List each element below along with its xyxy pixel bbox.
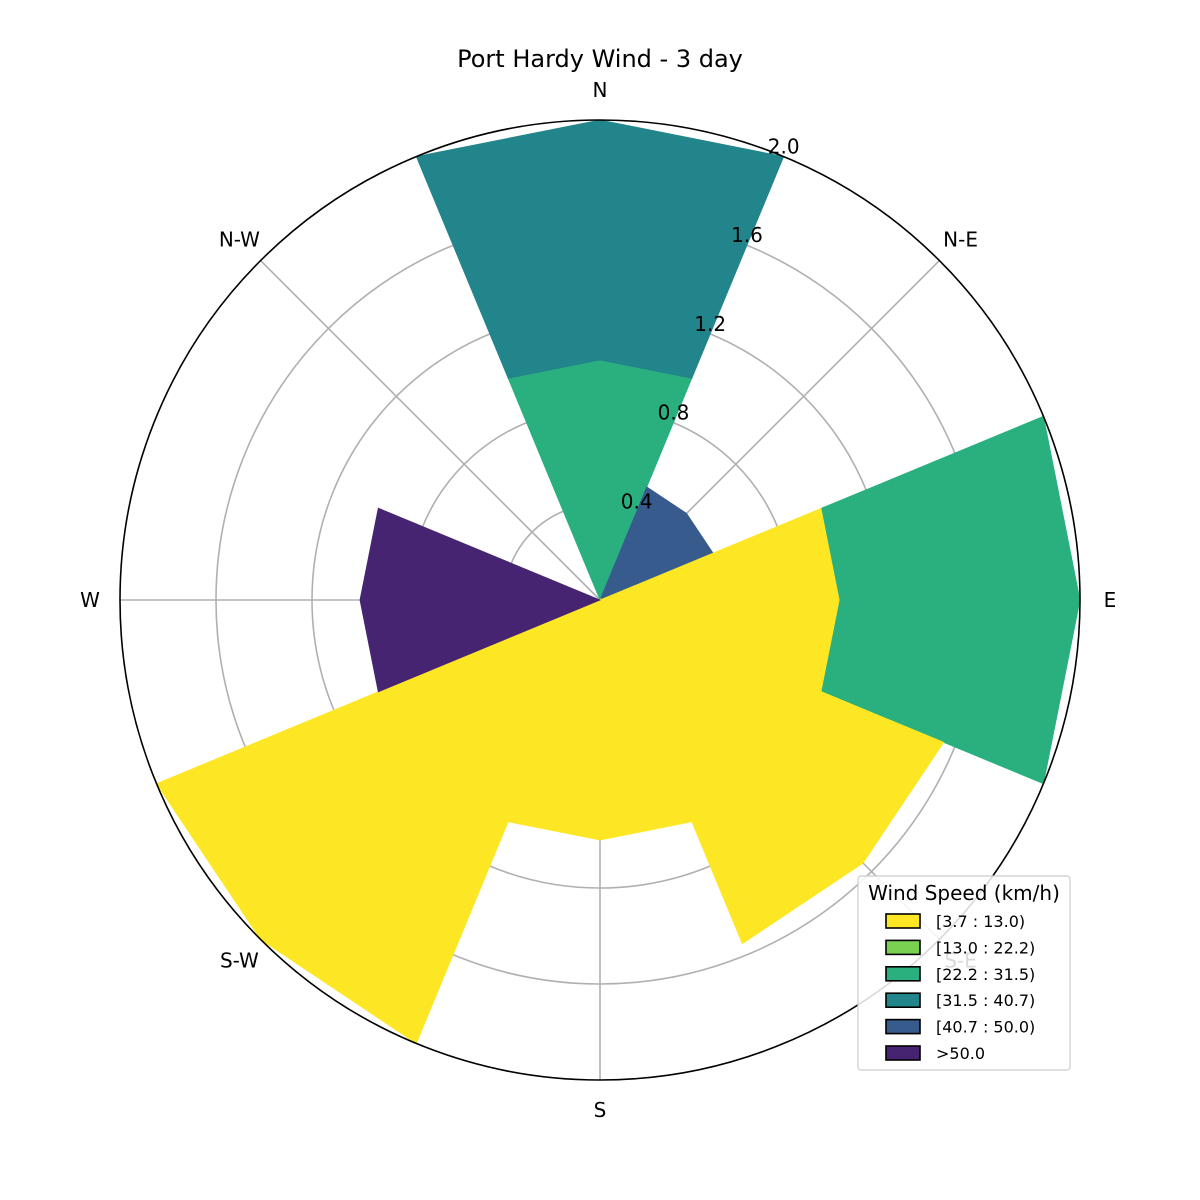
legend-title: Wind Speed (km/h) (868, 881, 1060, 905)
radial-tick-label: 2.0 (768, 135, 800, 159)
polar-frame (119, 119, 1081, 1081)
direction-label-n-w: N-W (219, 227, 260, 251)
direction-label-w: W (80, 588, 100, 612)
legend-label: [40.7 : 50.0) (936, 1018, 1035, 1037)
legend-label: [31.5 : 40.7) (936, 991, 1035, 1010)
legend-label: >50.0 (936, 1044, 985, 1063)
legend: Wind Speed (km/h) [3.7 : 13.0) [13.0 : 22… (857, 875, 1071, 1071)
radial-tick-label: 0.4 (621, 489, 653, 513)
legend-label: [22.2 : 31.5) (936, 965, 1035, 984)
grid-spoke (260, 260, 601, 601)
legend-swatch (885, 1045, 921, 1061)
direction-label-s-w: S-W (220, 949, 259, 973)
legend-swatch (885, 1018, 921, 1035)
direction-label-n-e: N-E (943, 227, 978, 251)
sector-s-e-0 (599, 599, 945, 945)
legend-swatch (885, 965, 921, 982)
direction-label-s: S (594, 1098, 607, 1122)
sector-w-5 (359, 507, 602, 693)
radial-tick-label: 1.2 (694, 312, 726, 336)
legend-items: [3.7 : 13.0) [13.0 : 22.2) [22.2 : 31.5) [3… (885, 912, 1035, 1063)
chart-title: Port Hardy Wind - 3 day (457, 45, 743, 73)
radial-tick-label: 1.6 (731, 223, 763, 247)
legend-label: [3.7 : 13.0) (936, 912, 1025, 931)
legend-label: [13.0 : 22.2) (936, 938, 1035, 957)
radial-tick-labels: 0.4 0.8 1.2 1.6 2.0 (621, 135, 800, 514)
legend-swatch (885, 992, 921, 1009)
direction-label-e: E (1104, 588, 1117, 612)
wind-sectors (155, 119, 1081, 1045)
legend-swatch (885, 939, 921, 956)
legend-swatch (885, 913, 921, 929)
direction-label-n: N (593, 78, 608, 102)
radial-tick-label: 0.8 (658, 401, 690, 425)
sector-n-3 (415, 119, 785, 379)
